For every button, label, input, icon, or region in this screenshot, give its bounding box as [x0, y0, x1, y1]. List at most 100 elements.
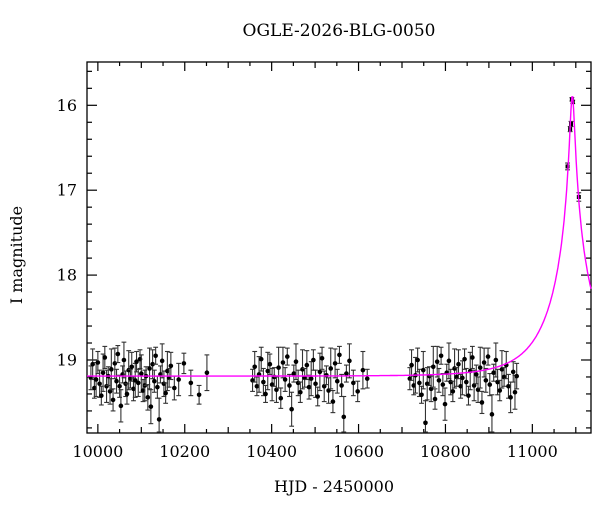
x-axis-label: HJD - 2450000 — [274, 477, 394, 496]
data-point — [334, 378, 340, 384]
data-point — [497, 388, 503, 393]
data-point — [109, 367, 114, 372]
y-tick-label: 18 — [57, 266, 77, 285]
data-point — [440, 382, 446, 387]
data-point — [473, 372, 479, 377]
data-point — [360, 367, 366, 373]
data-point — [140, 388, 146, 393]
data-point — [97, 381, 102, 387]
data-point — [93, 377, 99, 382]
data-point — [330, 399, 336, 404]
data-point — [196, 392, 202, 398]
data-point — [328, 366, 334, 371]
data-point — [258, 356, 264, 362]
data-point — [284, 354, 290, 359]
data-point — [569, 121, 574, 126]
data-point — [341, 414, 347, 420]
data-point — [293, 359, 299, 364]
data-point — [434, 359, 440, 364]
data-point — [411, 383, 417, 388]
data-point — [430, 364, 436, 370]
data-point — [460, 375, 465, 381]
data-point — [512, 389, 518, 395]
x-tick-label: 10200 — [159, 442, 210, 461]
data-point — [436, 378, 442, 383]
data-point — [176, 377, 181, 382]
data-point — [489, 412, 495, 417]
data-point — [172, 385, 177, 391]
data-point — [102, 355, 108, 360]
data-point — [466, 393, 471, 398]
data-point — [514, 373, 520, 379]
data-point — [124, 391, 130, 397]
tick-label-layer: 10000 10200 10400 10600 10800 11000 16 17 18 19 — [57, 96, 558, 461]
data-point — [298, 389, 303, 395]
data-point — [456, 361, 461, 367]
data-point — [291, 371, 297, 376]
data-point — [485, 354, 491, 359]
data-point — [415, 357, 420, 363]
data-point — [339, 383, 344, 388]
data-point — [134, 359, 139, 364]
data-point — [152, 378, 157, 384]
data-point — [289, 406, 294, 412]
x-tick-label: 10600 — [333, 442, 384, 461]
data-point — [114, 378, 119, 384]
data-point — [308, 376, 314, 381]
data-point — [150, 361, 155, 367]
data-point — [121, 357, 127, 363]
model-curve-layer — [87, 96, 592, 377]
data-point — [483, 378, 489, 383]
data-point — [419, 392, 424, 398]
data-point — [92, 385, 97, 391]
data-point — [355, 389, 360, 394]
data-point — [117, 384, 122, 389]
y-tick-label: 19 — [57, 350, 77, 369]
data-point — [282, 377, 288, 382]
data-point — [300, 367, 305, 372]
data-point — [311, 357, 316, 363]
data-point — [153, 353, 158, 359]
data-point — [287, 383, 292, 388]
data-point — [145, 395, 151, 400]
data-point — [204, 370, 210, 376]
data-point — [147, 366, 152, 371]
data-point — [131, 386, 136, 392]
data-point — [481, 360, 487, 365]
data-point — [100, 370, 106, 376]
data-point — [317, 369, 323, 375]
data-point — [347, 358, 352, 364]
x-tick-label: 10000 — [72, 442, 123, 461]
data-point — [132, 378, 138, 383]
data-point — [506, 384, 511, 389]
data-point — [139, 371, 144, 376]
data-point — [115, 351, 121, 357]
data-point — [95, 360, 101, 365]
data-point — [155, 384, 160, 390]
data-point — [423, 420, 428, 426]
data-point — [313, 381, 318, 387]
data-point — [148, 404, 154, 409]
data-point — [267, 361, 273, 367]
data-point — [165, 368, 170, 374]
data-point — [351, 380, 356, 386]
data-point — [156, 417, 162, 422]
data-point — [337, 352, 342, 358]
data-point — [510, 369, 516, 375]
data-point — [159, 358, 165, 364]
data-point — [446, 358, 452, 364]
data-point — [112, 361, 118, 366]
data-point-layer — [88, 97, 582, 433]
data-point — [129, 364, 135, 370]
data-point — [344, 371, 349, 376]
data-point — [163, 390, 168, 396]
data-point — [168, 363, 174, 369]
data-point — [364, 376, 370, 381]
data-point — [409, 362, 414, 368]
y-axis-label: I magnitude — [7, 206, 26, 304]
plot-frame — [86, 61, 592, 434]
data-point — [181, 361, 187, 366]
data-point — [295, 380, 301, 386]
data-point — [493, 357, 499, 363]
